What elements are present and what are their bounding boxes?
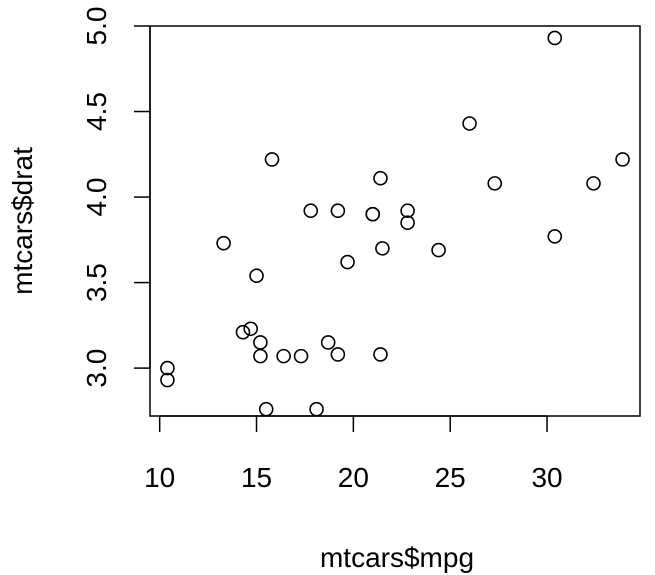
data-point bbox=[303, 203, 319, 219]
data-point bbox=[309, 401, 324, 417]
y-axis: 3.0 3.5 4.0 4.5 5.0 bbox=[81, 7, 151, 388]
data-point bbox=[547, 229, 563, 244]
data-point bbox=[400, 203, 415, 219]
x-axis-title: mtcars$mpg bbox=[320, 542, 474, 573]
data-point bbox=[375, 241, 390, 256]
data-point bbox=[160, 372, 175, 388]
x-tick-label: 20 bbox=[338, 462, 369, 493]
data-point bbox=[586, 176, 601, 191]
y-tick-label: 4.0 bbox=[81, 178, 112, 217]
data-point bbox=[365, 206, 381, 222]
y-tick-label: 3.5 bbox=[81, 263, 112, 302]
data-points bbox=[160, 30, 630, 417]
data-point bbox=[373, 170, 388, 186]
data-point bbox=[249, 268, 264, 284]
data-point bbox=[615, 152, 630, 167]
data-point bbox=[462, 116, 477, 131]
data-point bbox=[547, 30, 563, 46]
data-point bbox=[320, 335, 336, 350]
data-point bbox=[487, 176, 503, 191]
data-point bbox=[160, 360, 175, 376]
data-point bbox=[235, 324, 251, 340]
data-point bbox=[264, 152, 280, 167]
data-point bbox=[330, 203, 346, 219]
x-axis: 10 15 20 25 30 bbox=[144, 415, 563, 493]
y-tick-label: 5.0 bbox=[81, 7, 112, 46]
data-point bbox=[243, 321, 259, 337]
data-point bbox=[400, 215, 415, 231]
y-axis-title: mtcars$drat bbox=[7, 147, 38, 295]
data-point bbox=[253, 335, 268, 350]
data-point bbox=[340, 254, 355, 270]
data-point bbox=[258, 401, 274, 417]
data-point bbox=[276, 348, 291, 364]
y-tick-label: 3.0 bbox=[81, 349, 112, 388]
x-tick-label: 30 bbox=[531, 462, 562, 493]
y-tick-label: 4.5 bbox=[81, 92, 112, 131]
data-point bbox=[431, 242, 446, 258]
x-tick-label: 25 bbox=[435, 462, 466, 493]
x-tick-label: 15 bbox=[241, 462, 272, 493]
data-point bbox=[293, 348, 309, 364]
data-point bbox=[330, 347, 346, 362]
data-point bbox=[373, 347, 388, 362]
x-tick-label: 10 bbox=[144, 462, 175, 493]
data-point bbox=[216, 235, 231, 251]
